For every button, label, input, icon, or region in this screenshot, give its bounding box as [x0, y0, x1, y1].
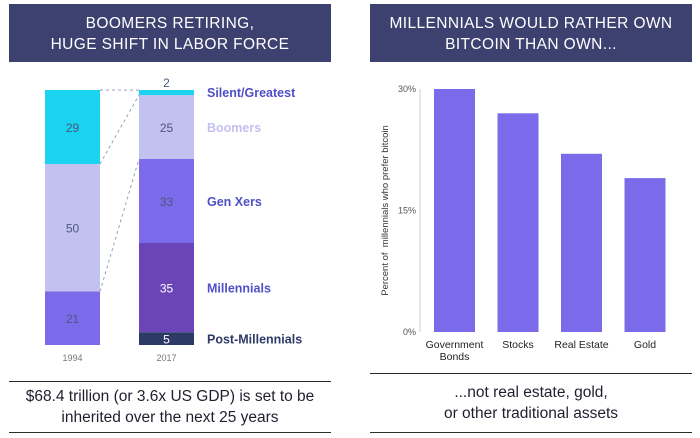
bar-segment-1994-boomers: [45, 163, 100, 292]
bar-segment-2017-millennials: [139, 243, 194, 333]
x-tick-label: Gold: [634, 339, 656, 351]
data-label: 33: [160, 195, 174, 209]
right-header-line2: BITCOIN THAN OWN...: [445, 36, 617, 53]
y-tick-label: 0%: [403, 327, 416, 337]
data-label: 21: [66, 312, 80, 326]
bar-segment-2017-gen-xers: [139, 158, 194, 243]
bar-gold: [624, 178, 666, 332]
x-tick-label: 1994: [62, 353, 82, 363]
legend-item-gen-xers: Gen Xers: [207, 195, 262, 209]
data-label: 2: [163, 76, 170, 90]
connector-line-boomers: [99, 94, 140, 165]
x-tick-label: 2017: [156, 353, 176, 363]
bar-chart: 0% 15% 30% Percent of millennials who prefe…: [380, 84, 666, 363]
bar-segment-1994-gen-xers: [45, 291, 100, 345]
data-label: 5: [163, 333, 170, 347]
bar-segment-2017-post-millennials: [139, 332, 194, 345]
left-caption-line1: $68.4 trillion (or 3.6x US GDP) is set t…: [25, 388, 315, 405]
legend-item-millennials: Millennials: [207, 282, 271, 296]
connector-line-gen-xers: [99, 158, 140, 292]
left-header-line1: BOOMERS RETIRING,: [85, 15, 255, 32]
left-caption-line2: inherited over the next 25 years: [61, 409, 279, 426]
bar-segment-2017-silent-greatest: [139, 90, 194, 96]
left-header-line2: HUGE SHIFT IN LABOR FORCE: [50, 36, 290, 53]
right-caption: ...not real estate, gold, or other tradi…: [370, 373, 692, 433]
right-header-line1: MILLENNIALS WOULD RATHER OWN: [389, 15, 673, 32]
data-label: 50: [66, 222, 80, 236]
right-caption-line2: or other traditional assets: [443, 405, 619, 422]
y-tick-label: 15%: [398, 206, 416, 216]
left-panel-header: BOOMERS RETIRING, HUGE SHIFT IN LABOR FO…: [9, 4, 331, 62]
x-tick-label: Bonds: [440, 351, 470, 363]
right-caption-line1: ...not real estate, gold,: [454, 384, 608, 401]
x-tick-label: Real Estate: [554, 339, 608, 351]
bar-segment-2017-boomers: [139, 95, 194, 159]
x-tick-label: Stocks: [502, 339, 534, 351]
x-tick-label: Government: [426, 339, 484, 351]
stacked-bar-chart: 21 50 29 1994 5 35 33 25 2 2017 Post-Millennials Mi…: [45, 76, 302, 363]
y-axis-label: Percent of millennials who prefer bitcoi…: [380, 125, 391, 296]
legend-item-silent-greatest: Silent/Greatest: [207, 86, 296, 100]
bar-stocks: [497, 113, 539, 332]
y-tick-label: 30%: [398, 84, 416, 94]
bar-real-estate: [561, 153, 602, 332]
data-label: 35: [160, 282, 174, 296]
data-label: 25: [160, 121, 174, 135]
legend-item-post-millennials: Post-Millennials: [207, 333, 302, 347]
right-panel-header: MILLENNIALS WOULD RATHER OWN BITCOIN THA…: [370, 4, 692, 62]
bar-government-bonds: [434, 89, 475, 332]
bar-segment-1994-silent-greatest: [45, 90, 100, 164]
left-caption: $68.4 trillion (or 3.6x US GDP) is set t…: [9, 381, 331, 433]
legend-item-boomers: Boomers: [207, 121, 261, 135]
data-label: 29: [66, 121, 80, 135]
